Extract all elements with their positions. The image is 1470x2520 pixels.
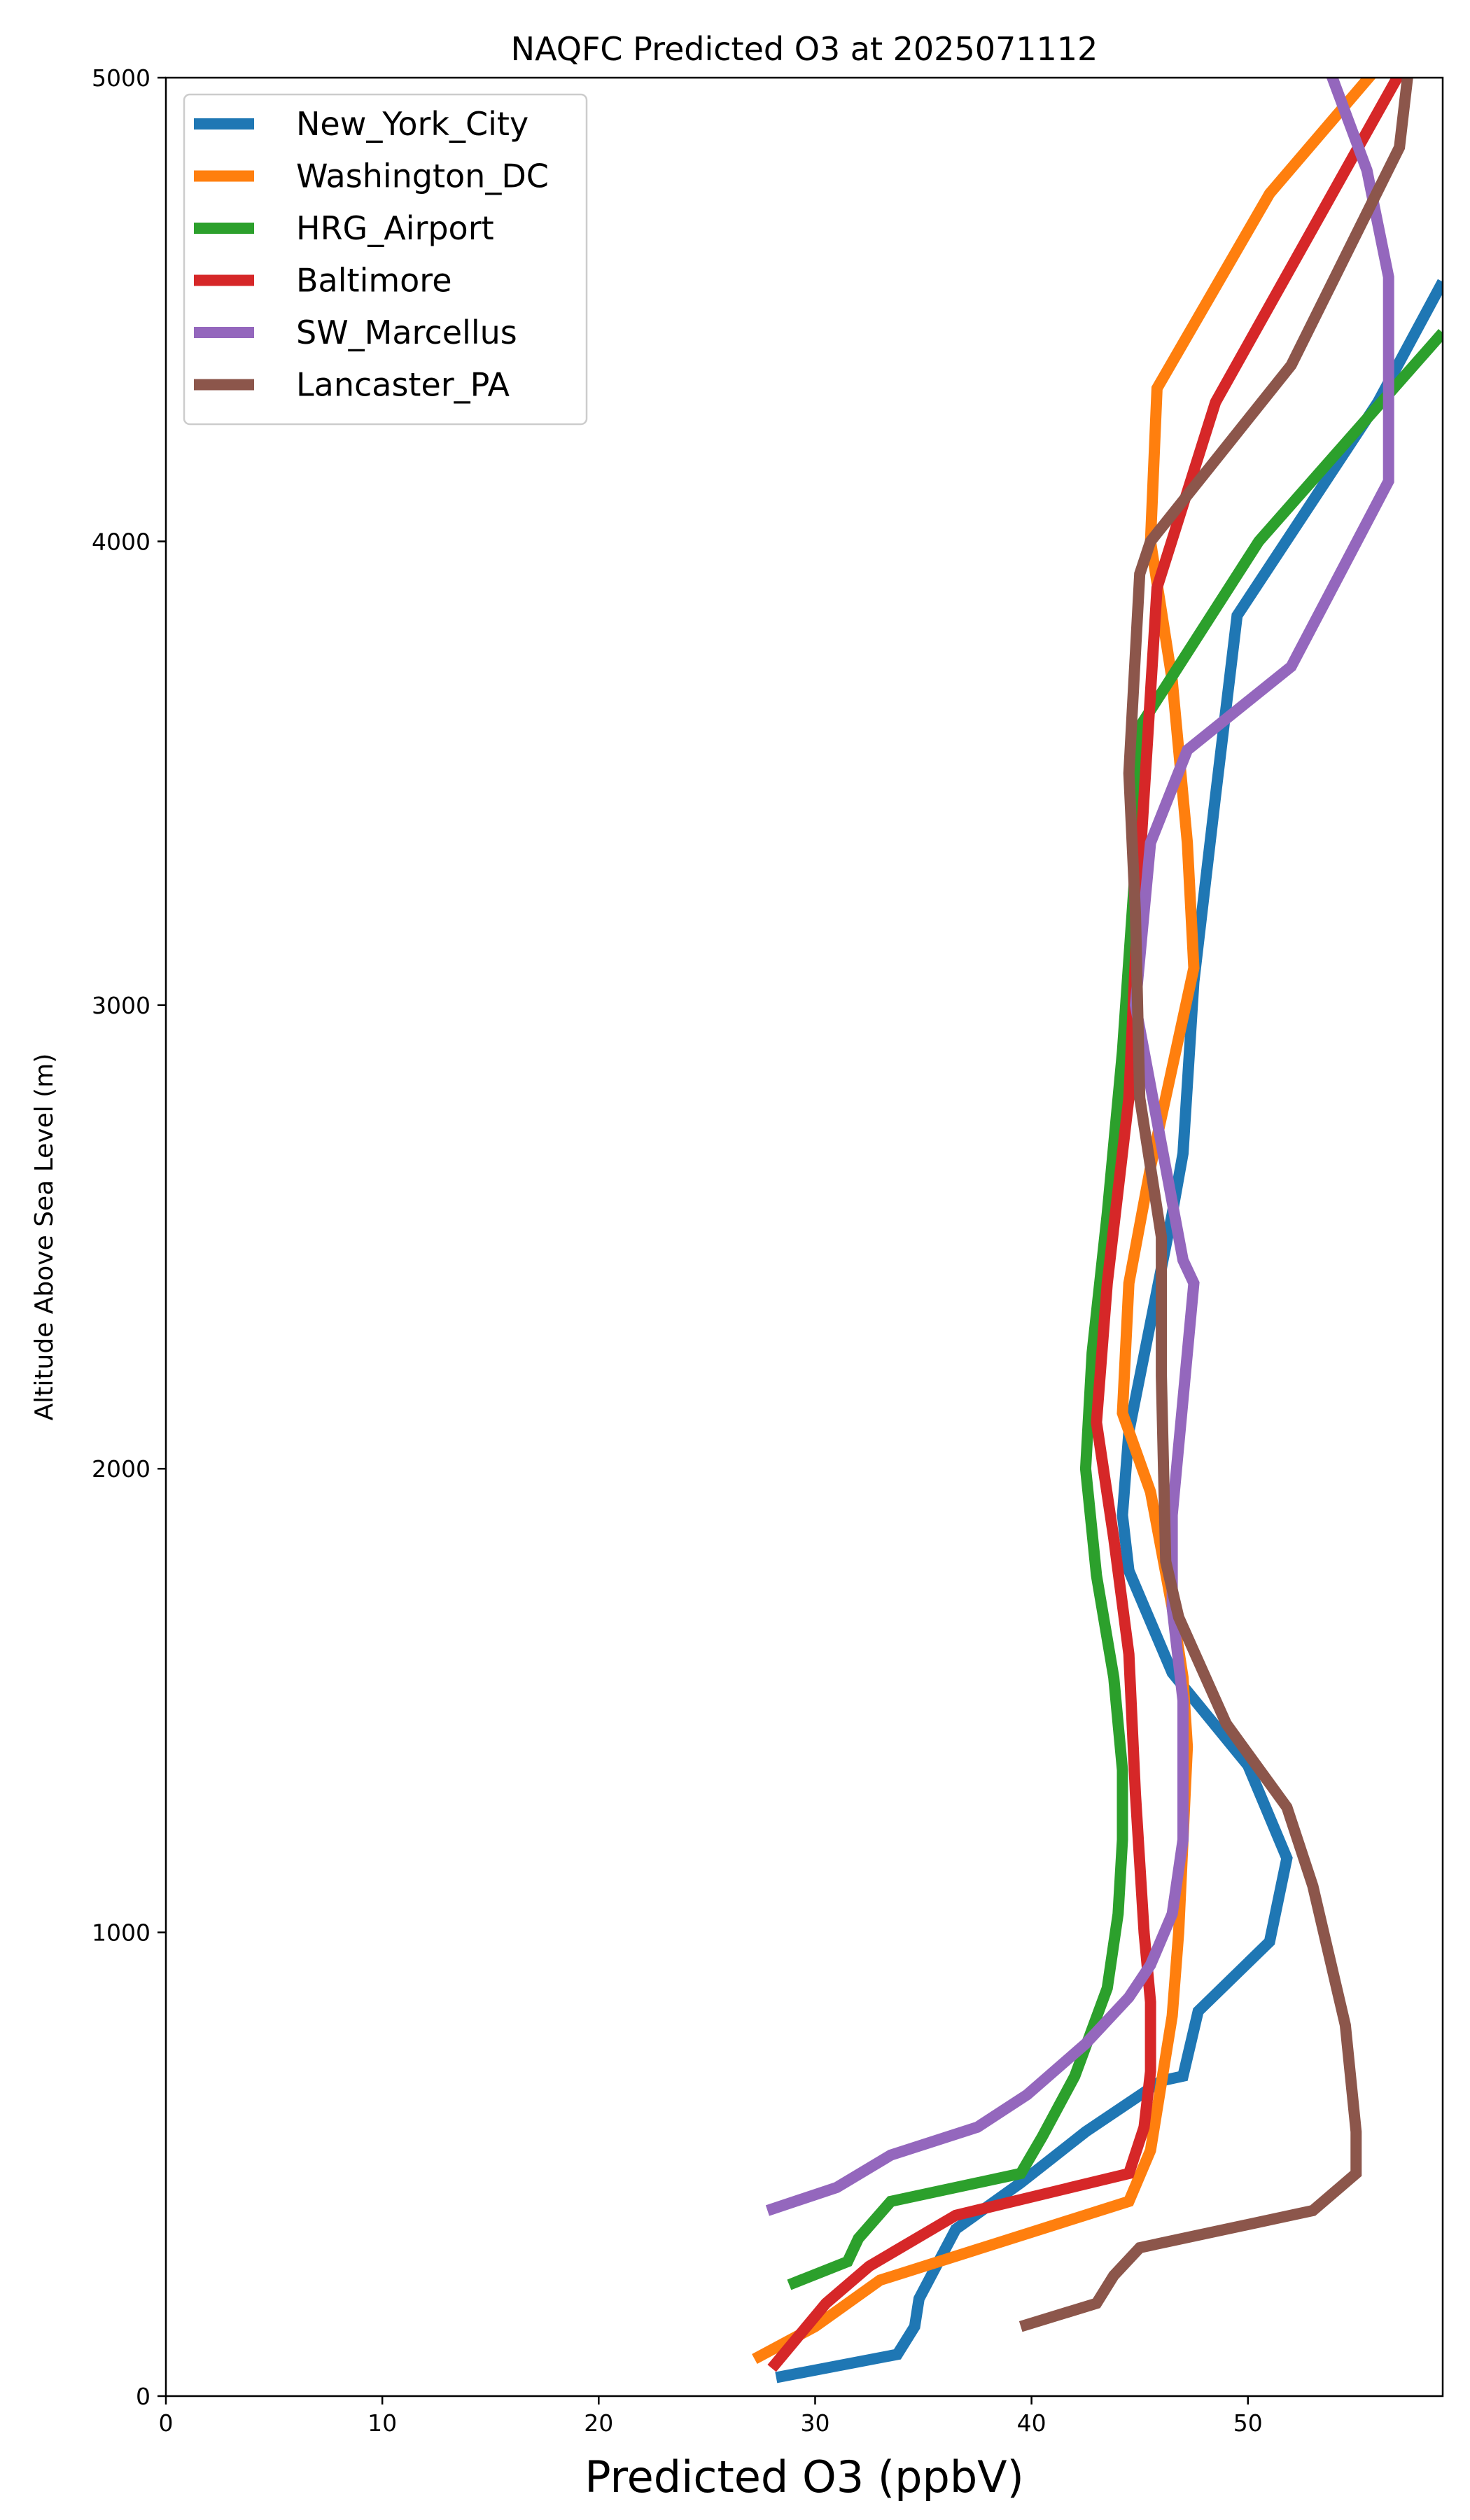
x-axis-label: Predicted O3 (ppbV) — [584, 2451, 1024, 2502]
legend-label: Lancaster_PA — [296, 366, 510, 404]
y-axis-label: Altitude Above Sea Level (m) — [30, 1054, 59, 1421]
y-tick-label: 0 — [136, 2383, 150, 2410]
x-tick-label: 40 — [1017, 2409, 1046, 2437]
series-layer — [752, 78, 1443, 2384]
legend-box — [183, 93, 588, 426]
x-tick-label: 30 — [800, 2409, 830, 2437]
x-tick-label: 50 — [1233, 2409, 1263, 2437]
y-tick-label: 2000 — [92, 1455, 150, 1483]
legend-label: SW_Marcellus — [296, 314, 517, 351]
axes-layer: 0 10 20 30 40 50 0 1000 2000 3000 4000 5000 — [92, 64, 1263, 2437]
y-tick-label: 1000 — [92, 1919, 150, 1947]
x-tick-label: 10 — [368, 2409, 397, 2437]
legend-label: Washington_DC — [296, 158, 549, 195]
y-tick-label: 5000 — [92, 64, 150, 92]
series-line-baltimore — [767, 78, 1404, 2372]
y-tick-label: 3000 — [92, 992, 150, 1019]
plot-frame — [164, 76, 1444, 2398]
legend-label: New_York_City — [296, 105, 528, 143]
chart-title: NAQFC Predicted O3 at 2025071112 — [511, 30, 1098, 68]
x-tick-label: 0 — [159, 2409, 174, 2437]
series-line-lancaster-pa — [1018, 78, 1413, 2332]
legend: New_York_City Washington_DC HRG_Airport Bal… — [183, 93, 588, 426]
x-tick-label: 20 — [584, 2409, 613, 2437]
y-tick-label: 4000 — [92, 528, 150, 555]
legend-label: HRG_Airport — [296, 209, 494, 247]
legend-label: Baltimore — [296, 262, 452, 300]
